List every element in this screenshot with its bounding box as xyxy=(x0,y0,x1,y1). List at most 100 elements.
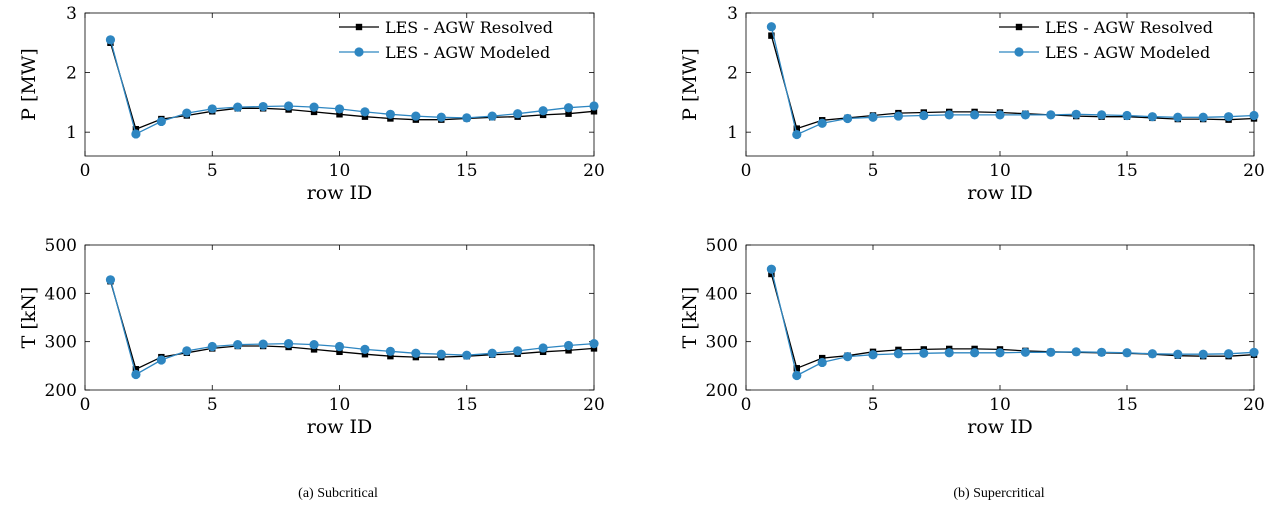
plot-a-power: 0 5 10 15 20 1 2 3 row ID P [MW] LES - AGW Resolve… xyxy=(18,4,605,204)
data-point-series-2 xyxy=(1198,112,1208,122)
data-point-series-1 xyxy=(793,365,800,372)
data-point-series-2 xyxy=(334,104,345,114)
data-point-series-2 xyxy=(309,102,319,112)
data-point-series-2 xyxy=(105,35,116,45)
data-point-series-2 xyxy=(182,346,192,356)
x-tick-label: 10 xyxy=(329,395,351,415)
data-point-series-2 xyxy=(944,348,954,358)
data-point-series-2 xyxy=(258,339,268,349)
data-point-series-2 xyxy=(817,118,827,128)
data-point-series-1 xyxy=(387,352,394,360)
data-point-series-2 xyxy=(868,112,878,122)
data-point-series-1 xyxy=(768,270,775,278)
data-point-series-2 xyxy=(995,348,1005,358)
data-point-series-2 xyxy=(131,369,141,380)
data-point-series-2 xyxy=(538,106,548,116)
data-point-series-2 xyxy=(1147,112,1157,122)
data-point-series-2 xyxy=(233,339,243,350)
legend-marker-1 xyxy=(355,23,363,31)
data-point-series-2 xyxy=(1020,110,1030,120)
data-point-series-2 xyxy=(207,104,217,114)
data-point-series-2 xyxy=(258,101,268,112)
y-tick-label: 400 xyxy=(706,284,738,304)
y-axis-label: P [MW] xyxy=(18,48,40,121)
x-tick-label: 0 xyxy=(80,161,91,181)
data-point-series-2 xyxy=(563,103,574,113)
y-axis-label: P [MW] xyxy=(679,48,701,121)
data-point-series-2 xyxy=(487,348,497,358)
data-point-series-1 xyxy=(565,347,572,354)
data-point-series-2 xyxy=(1147,349,1157,359)
x-axis-label: row ID xyxy=(307,182,373,204)
legend-entry-1: LES - AGW Resolved xyxy=(385,18,553,37)
data-point-series-2 xyxy=(589,101,599,111)
data-point-series-2 xyxy=(487,111,497,121)
y-tick-label: 3 xyxy=(66,4,77,24)
caption-left: (a) Subcritical xyxy=(298,486,378,501)
data-point-series-2 xyxy=(1097,347,1107,357)
data-point-series-2 xyxy=(944,110,954,120)
data-point-series-2 xyxy=(1249,347,1259,357)
legend-entry-2: LES - AGW Modeled xyxy=(1045,43,1210,62)
y-tick-label: 500 xyxy=(706,236,738,256)
data-point-series-2 xyxy=(462,350,472,360)
data-point-series-1 xyxy=(310,108,318,116)
x-tick-label: 10 xyxy=(989,395,1011,415)
y-tick-label: 300 xyxy=(706,333,738,353)
data-point-series-2 xyxy=(893,111,904,121)
y-tick-label: 200 xyxy=(45,381,77,401)
y-tick-label: 2 xyxy=(66,64,77,84)
data-point-series-2 xyxy=(970,110,980,120)
data-point-series-2 xyxy=(513,346,523,356)
data-point-series-2 xyxy=(284,101,294,111)
data-point-series-2 xyxy=(766,264,777,274)
x-tick-label: 5 xyxy=(207,395,218,415)
data-point-series-2 xyxy=(462,113,472,123)
y-tick-label: 400 xyxy=(45,284,77,304)
legend-entry-2: LES - AGW Modeled xyxy=(385,43,550,62)
data-point-series-2 xyxy=(1198,349,1208,359)
series-line-1 xyxy=(109,281,595,371)
data-point-series-2 xyxy=(411,348,421,358)
plot-a-thrust: 0 5 10 15 20 200 300 400 500 row ID T [kN] xyxy=(18,236,605,438)
data-point-series-2 xyxy=(1097,110,1107,120)
data-point-series-2 xyxy=(513,109,523,119)
y-tick-label: 1 xyxy=(66,123,77,143)
data-point-series-2 xyxy=(334,341,345,352)
series-line-2 xyxy=(770,269,1255,377)
x-tick-label: 15 xyxy=(1116,161,1138,181)
data-point-series-2 xyxy=(156,116,166,127)
data-point-series-2 xyxy=(156,355,166,365)
data-point-series-2 xyxy=(1071,347,1081,357)
x-tick-label: 15 xyxy=(456,161,478,181)
data-point-series-2 xyxy=(1122,348,1132,358)
data-point-series-2 xyxy=(970,348,980,358)
data-point-series-2 xyxy=(1173,349,1183,359)
legend-entry-1: LES - AGW Resolved xyxy=(1045,18,1213,37)
x-tick-label: 0 xyxy=(741,161,752,181)
data-point-series-1 xyxy=(768,32,775,39)
data-point-series-2 xyxy=(589,339,599,349)
x-tick-label: 5 xyxy=(868,161,879,181)
legend-marker-2 xyxy=(1014,47,1024,57)
data-point-series-2 xyxy=(436,349,446,359)
data-point-series-2 xyxy=(1046,347,1056,357)
y-tick-label: 200 xyxy=(706,381,738,401)
data-point-series-2 xyxy=(766,22,777,32)
data-point-series-2 xyxy=(131,129,141,139)
x-tick-label: 5 xyxy=(868,395,879,415)
x-tick-label: 20 xyxy=(583,161,605,181)
x-tick-label: 0 xyxy=(741,395,752,415)
data-point-series-1 xyxy=(336,348,343,356)
data-point-series-2 xyxy=(233,102,243,112)
x-axis-label: row ID xyxy=(967,182,1033,204)
data-point-series-2 xyxy=(1173,112,1183,122)
data-point-series-2 xyxy=(995,110,1005,120)
data-point-series-2 xyxy=(919,110,929,121)
data-point-series-1 xyxy=(132,125,140,133)
data-point-series-2 xyxy=(893,349,904,359)
x-tick-label: 10 xyxy=(329,161,351,181)
legend-marker-2 xyxy=(354,47,364,57)
x-tick-label: 5 xyxy=(207,161,218,181)
